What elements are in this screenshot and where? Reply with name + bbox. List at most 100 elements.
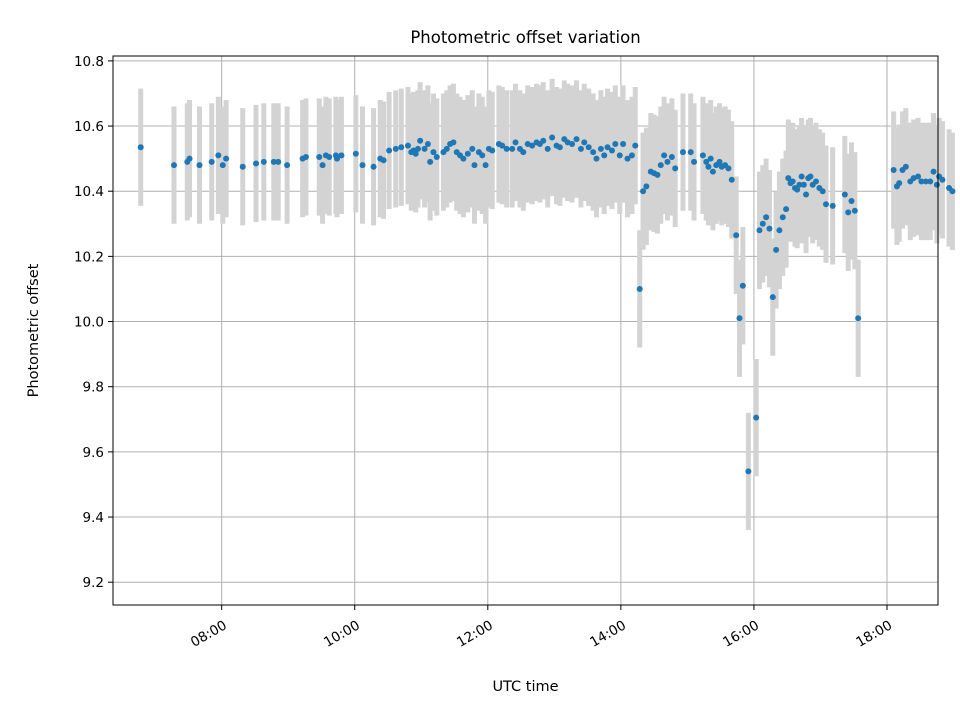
data-point bbox=[902, 163, 909, 170]
data-point bbox=[716, 158, 723, 165]
data-point bbox=[745, 468, 752, 475]
data-point bbox=[450, 139, 457, 146]
data-point bbox=[489, 147, 496, 154]
data-point bbox=[479, 152, 486, 159]
x-tick-label: 16:00 bbox=[720, 617, 762, 650]
data-point bbox=[460, 155, 467, 162]
data-point bbox=[657, 162, 664, 169]
data-point bbox=[608, 147, 615, 154]
data-point bbox=[215, 152, 222, 159]
data-point bbox=[520, 149, 527, 156]
data-point bbox=[412, 150, 419, 157]
data-point bbox=[807, 173, 814, 180]
data-point bbox=[855, 315, 862, 322]
data-point bbox=[170, 162, 177, 169]
data-point bbox=[890, 167, 897, 174]
data-point bbox=[796, 181, 803, 188]
data-point bbox=[370, 163, 377, 170]
data-point bbox=[333, 155, 340, 162]
data-point bbox=[841, 191, 848, 198]
y-tick-label: 9.2 bbox=[83, 575, 104, 591]
data-point bbox=[386, 147, 393, 154]
data-point bbox=[556, 144, 563, 151]
data-point bbox=[549, 134, 556, 141]
data-point bbox=[643, 183, 650, 190]
data-point bbox=[380, 157, 387, 164]
data-point bbox=[316, 154, 323, 161]
data-points bbox=[137, 134, 956, 475]
data-point bbox=[699, 152, 706, 159]
data-point bbox=[624, 155, 631, 162]
data-point bbox=[421, 145, 428, 152]
data-point bbox=[664, 158, 671, 165]
data-point bbox=[585, 144, 592, 151]
data-point bbox=[636, 285, 643, 292]
data-point bbox=[326, 154, 333, 161]
x-axis-ticks: 08:00 10:00 12:00 14:00 16:00 18:00 bbox=[188, 605, 895, 651]
data-point bbox=[776, 227, 783, 234]
data-point bbox=[616, 152, 623, 159]
data-point bbox=[783, 206, 790, 213]
data-point bbox=[499, 142, 506, 149]
data-point bbox=[430, 149, 437, 156]
data-point bbox=[709, 168, 716, 175]
data-point bbox=[779, 214, 786, 221]
data-point bbox=[529, 142, 536, 149]
data-point bbox=[851, 207, 858, 214]
data-point bbox=[766, 225, 773, 232]
y-tick-label: 10.6 bbox=[74, 119, 104, 135]
data-point bbox=[848, 197, 855, 204]
data-point bbox=[785, 175, 792, 182]
data-point bbox=[733, 232, 740, 239]
y-axis-ticks: 9.2 9.4 9.6 9.8 10.0 10.2 10.4 10.6 10.8 bbox=[74, 54, 113, 591]
data-point bbox=[687, 149, 694, 156]
data-point bbox=[763, 214, 770, 221]
y-tick-label: 9.6 bbox=[83, 445, 104, 461]
data-point bbox=[284, 162, 291, 169]
data-point bbox=[482, 162, 489, 169]
x-tick-label: 14:00 bbox=[587, 617, 629, 650]
y-tick-label: 10.4 bbox=[74, 184, 104, 200]
data-point bbox=[756, 227, 763, 234]
data-point bbox=[915, 173, 922, 180]
data-point bbox=[471, 162, 478, 169]
data-point bbox=[319, 162, 326, 169]
data-point bbox=[186, 155, 193, 162]
data-point bbox=[703, 158, 710, 165]
data-point bbox=[691, 158, 698, 165]
y-axis-label: Photometric offset bbox=[26, 263, 42, 397]
data-point bbox=[219, 162, 226, 169]
data-point bbox=[769, 294, 776, 301]
data-point bbox=[302, 154, 309, 161]
y-tick-label: 9.8 bbox=[83, 380, 104, 396]
data-point bbox=[927, 178, 934, 185]
data-point bbox=[679, 149, 686, 156]
x-tick-label: 18:00 bbox=[853, 617, 895, 650]
x-tick-label: 10:00 bbox=[321, 617, 363, 650]
data-point bbox=[569, 140, 576, 147]
data-point bbox=[593, 155, 600, 162]
data-point bbox=[433, 154, 440, 161]
data-point bbox=[464, 150, 471, 157]
data-point bbox=[503, 145, 510, 152]
data-point bbox=[469, 145, 476, 152]
data-point bbox=[725, 165, 732, 172]
data-point bbox=[800, 181, 807, 188]
y-tick-label: 10.2 bbox=[74, 249, 104, 265]
data-point bbox=[798, 173, 805, 180]
data-point bbox=[223, 155, 230, 162]
data-point bbox=[208, 158, 215, 165]
data-point bbox=[577, 145, 584, 152]
x-axis-label: UTC time bbox=[492, 679, 558, 695]
data-point bbox=[661, 152, 668, 159]
data-point bbox=[813, 178, 820, 185]
data-point bbox=[540, 137, 547, 144]
data-point bbox=[196, 162, 203, 169]
data-point bbox=[773, 246, 780, 253]
data-point bbox=[707, 155, 714, 162]
data-point bbox=[601, 152, 608, 159]
data-point bbox=[359, 162, 366, 169]
data-point bbox=[253, 160, 260, 167]
y-tick-label: 10.8 bbox=[74, 54, 104, 70]
